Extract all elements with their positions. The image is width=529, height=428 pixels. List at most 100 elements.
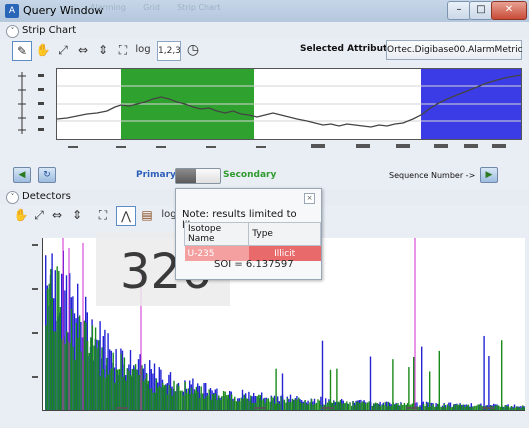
spectrum-bar: [152, 373, 154, 410]
spectrum-bar: [298, 397, 300, 410]
spectrum-bar: [155, 379, 158, 410]
strip-chart-plot[interactable]: [56, 68, 522, 140]
strip-chart-header[interactable]: ˅ Strip Chart: [0, 23, 529, 39]
spectrum-bar: [293, 400, 295, 410]
sequence-number-label: Sequence Number ->: [389, 171, 476, 180]
spectrum-bar: [178, 386, 180, 410]
spectrum-bar: [310, 398, 313, 410]
zoom-diagonal-icon[interactable]: ⤢: [34, 208, 44, 222]
spectrum-bar: [109, 370, 111, 410]
forward-arrow-icon[interactable]: ▶: [480, 167, 498, 183]
close-button[interactable]: ✕: [491, 1, 527, 20]
spectrum-bar: [312, 404, 314, 410]
spectrum-bar: [152, 392, 154, 410]
spectrum-bar: [150, 388, 153, 410]
spectrum-bar: [235, 401, 238, 410]
spectrum-bar: [408, 367, 410, 410]
spectrum-bar: [272, 397, 274, 410]
spectrum-bar: [366, 402, 369, 410]
spectrum-bar: [190, 387, 193, 410]
pan-hand-icon[interactable]: ✋: [13, 208, 29, 222]
zoom-horizontal-icon[interactable]: ⇔: [51, 208, 63, 222]
spectrum-bar: [302, 402, 305, 410]
spectrum-bar: [254, 403, 257, 410]
spectrum-bar: [157, 387, 159, 410]
spectrum-bar: [378, 404, 380, 410]
spectrum-bar: [392, 359, 394, 410]
zoom-vertical-icon[interactable]: ⇕: [97, 43, 109, 57]
spectrum-bar: [522, 405, 524, 410]
spectrum-bar: [434, 406, 436, 410]
spectrum-bar: [341, 403, 343, 410]
detectors-toolbar: ✋ ⤢ ⇔ ⇕ ⛶ ⋀ ▤ log: [8, 206, 198, 228]
spectrum-bar: [205, 396, 207, 410]
spectrum-bar: [229, 398, 231, 410]
spectrum-bar: [149, 360, 151, 410]
log-scale-button[interactable]: log: [161, 209, 177, 220]
zoom-diagonal-icon[interactable]: ⤢: [58, 43, 68, 57]
spectrum-bar: [242, 398, 244, 410]
selected-attribute-label: Selected Attribute ->: [300, 44, 408, 54]
spectrum-bar: [315, 402, 318, 410]
spectrum-bar: [158, 385, 161, 410]
spectrum-bar: [123, 357, 126, 410]
spectrum-bar: [477, 404, 479, 410]
peak-icon[interactable]: ⋀: [116, 206, 136, 226]
spectrum-bar: [179, 390, 182, 410]
spectrum-bar: [320, 396, 322, 410]
minimize-button[interactable]: –: [447, 1, 471, 20]
spectrum-bar: [358, 403, 361, 410]
pan-hand-icon[interactable]: ✋: [35, 43, 51, 57]
library-books-icon[interactable]: ▤: [141, 208, 153, 222]
spectrum-bar: [187, 388, 190, 410]
back-arrow-icon[interactable]: ◀: [13, 167, 31, 183]
spectrum-bar: [296, 399, 298, 410]
spectrum-bar: [277, 401, 279, 410]
spectrum-bar: [334, 404, 337, 410]
ghost-tab: Strip Chart: [177, 3, 221, 12]
spectrum-bar: [273, 395, 276, 410]
spectrum-bar: [435, 403, 437, 410]
zoom-horizontal-icon[interactable]: ⇔: [77, 43, 89, 57]
zoom-vertical-icon[interactable]: ⇕: [71, 208, 83, 222]
table-row[interactable]: U-235 Illicit: [184, 245, 321, 261]
spectrum-bar: [83, 320, 86, 410]
spectrum-bar: [224, 391, 226, 410]
clock-icon[interactable]: ◷: [186, 42, 200, 58]
isotope-table: Isotope Name Type U-235 Illicit: [183, 222, 321, 261]
spectrum-bar: [427, 402, 429, 410]
collapse-chevron-icon[interactable]: ˅: [6, 191, 19, 204]
fit-all-icon[interactable]: ⛶: [118, 43, 128, 57]
linear-scale-button[interactable]: 1,2,3: [157, 41, 181, 61]
spectrum-bar: [70, 308, 73, 410]
spectrum-bar: [45, 325, 47, 410]
spectrum-bar: [424, 406, 426, 410]
spectrum-bar: [243, 394, 246, 410]
refresh-icon[interactable]: ↻: [38, 167, 56, 183]
spectrum-bar: [390, 405, 393, 410]
spectrum-bar: [77, 337, 79, 410]
collapse-chevron-icon[interactable]: ˅: [6, 25, 19, 38]
strip-chart[interactable]: [12, 68, 522, 164]
toggle-knob[interactable]: [176, 169, 196, 183]
spectrum-bar: [363, 402, 366, 410]
spectrum-bar: [67, 341, 70, 410]
pencil-icon[interactable]: ✎: [12, 41, 32, 61]
spectrum-bar: [69, 342, 71, 410]
selected-attribute-dropdown[interactable]: Ortec.Digibase00.AlarmMetric: [386, 40, 523, 60]
spectrum-bar: [504, 405, 506, 410]
primary-secondary-toggle[interactable]: [175, 168, 221, 184]
spectrum-bar: [368, 401, 370, 410]
log-scale-button[interactable]: log: [135, 44, 151, 55]
fit-all-icon[interactable]: ⛶: [98, 208, 108, 222]
spectrum-bar: [72, 346, 74, 410]
popup-close-button[interactable]: ×: [304, 193, 315, 204]
spectrum-bar: [51, 298, 54, 410]
maximize-button[interactable]: □: [469, 1, 493, 20]
spectrum-bar: [232, 400, 234, 410]
spectrum-bar: [321, 340, 324, 410]
spectrum-bar: [213, 393, 215, 410]
strip-chart-x-axis: [68, 144, 506, 148]
spectrum-bar: [385, 401, 388, 410]
spectrum-bar: [448, 405, 450, 410]
